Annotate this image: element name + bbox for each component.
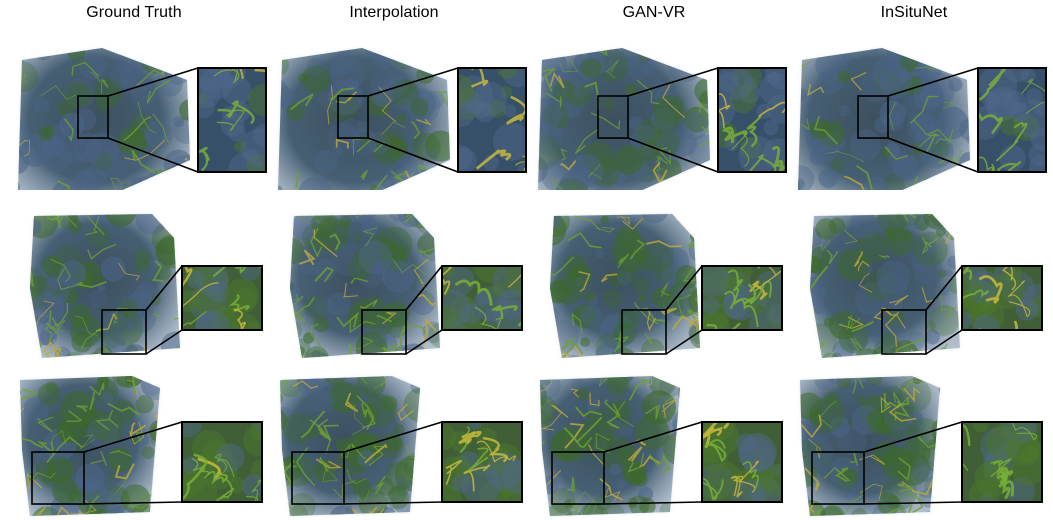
volume-rendering-image (12, 40, 274, 190)
rendering-cell (532, 40, 794, 190)
column-title-gan-vr: GAN-VR (544, 4, 764, 22)
volume-rendering-image (792, 370, 1053, 520)
volume-rendering-image (532, 208, 794, 358)
volume-rendering-image (272, 40, 534, 190)
rendering-cell (12, 370, 274, 520)
column-title-insitunet: InSituNet (804, 4, 1024, 22)
rendering-cell (532, 208, 794, 358)
volume-rendering-image (12, 370, 274, 520)
rendering-cell (12, 208, 274, 358)
volume-rendering-image (272, 208, 534, 358)
column-title-interpolation: Interpolation (284, 4, 504, 22)
rendering-cell (532, 370, 794, 520)
rendering-cell (272, 370, 534, 520)
volume-rendering-image (12, 208, 274, 358)
rendering-cell (792, 40, 1053, 190)
volume-rendering-image (792, 208, 1053, 358)
rendering-cell (272, 208, 534, 358)
rendering-cell (12, 40, 274, 190)
rendering-cell (272, 40, 534, 190)
volume-rendering-image (532, 370, 794, 520)
volume-rendering-image (532, 40, 794, 190)
rendering-cell (792, 208, 1053, 358)
column-title-ground-truth: Ground Truth (24, 4, 244, 22)
rendering-cell (792, 370, 1053, 520)
volume-rendering-image (272, 370, 534, 520)
volume-rendering-image (792, 40, 1053, 190)
